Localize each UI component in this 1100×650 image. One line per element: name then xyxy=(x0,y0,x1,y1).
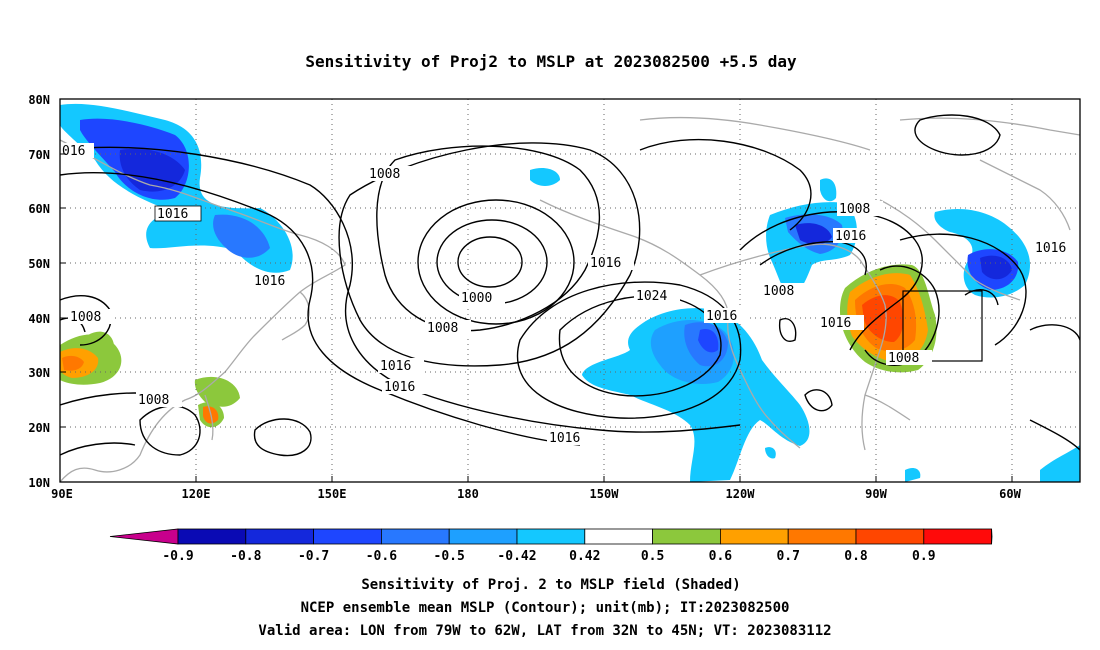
contour-label: 1016 xyxy=(588,255,634,271)
svg-text:1008: 1008 xyxy=(839,202,870,217)
svg-text:1016: 1016 xyxy=(384,380,415,395)
sensitivity-shading xyxy=(60,103,1080,482)
contour-label: 1008 xyxy=(886,350,932,366)
colorbar-segment xyxy=(652,528,721,545)
colorbar-tick-label: 0.8 xyxy=(844,549,868,564)
colorbar-tick-label: 0.6 xyxy=(709,549,733,564)
contour-label: 1024 xyxy=(634,288,680,304)
lat-label: 30N xyxy=(28,366,50,380)
caption-line-3: Valid area: LON from 79W to 62W, LAT fro… xyxy=(258,623,831,639)
contour-label: 1008 xyxy=(425,320,471,336)
contour-label: 1016 xyxy=(378,358,424,374)
colorbar-segment xyxy=(584,528,653,545)
colorbar-segment xyxy=(380,528,450,545)
contour-label: 1008 xyxy=(837,201,883,217)
lat-label: 50N xyxy=(28,257,50,271)
contour-label: 1016 xyxy=(704,308,750,324)
svg-text:1008: 1008 xyxy=(70,310,101,325)
svg-text:1016: 1016 xyxy=(254,274,285,289)
lon-label: 90W xyxy=(865,487,887,501)
svg-text:1008: 1008 xyxy=(369,167,400,182)
contour-label: 1016 xyxy=(252,273,298,289)
lat-label: 10N xyxy=(28,476,50,490)
svg-text:1024: 1024 xyxy=(636,289,667,304)
lon-label: 90E xyxy=(51,487,73,501)
latitude-labels: 80N 70N 60N 50N 40N 30N 20N 10N xyxy=(28,93,50,490)
colorbar-segment xyxy=(516,528,586,545)
map-frame xyxy=(59,98,1081,483)
contour-label: 1016 xyxy=(382,379,428,395)
caption-line-2: NCEP ensemble mean MSLP (Contour); unit(… xyxy=(301,600,790,616)
lon-label: 150W xyxy=(590,487,620,501)
colorbar-tick-label: 0.5 xyxy=(641,549,664,564)
svg-text:1008: 1008 xyxy=(763,284,794,299)
contour-label: 1008 xyxy=(761,283,807,299)
svg-text:1008: 1008 xyxy=(888,351,919,366)
svg-text:1016: 1016 xyxy=(590,256,621,271)
figure-title: Sensitivity of Proj2 to MSLP at 20230825… xyxy=(305,52,797,71)
graticule xyxy=(60,99,1080,482)
svg-text:1016: 1016 xyxy=(835,229,866,244)
axis-ticks xyxy=(59,98,1013,483)
contour-label: 1008 xyxy=(367,166,411,182)
colorbar-segment xyxy=(313,528,382,545)
contour-label: 1016 xyxy=(547,430,593,446)
svg-text:1016: 1016 xyxy=(157,207,188,222)
colorbar-tick-label: 0.7 xyxy=(776,549,799,564)
lat-label: 40N xyxy=(28,312,50,326)
colorbar xyxy=(109,528,993,545)
contour-label: 1016 xyxy=(818,315,864,331)
lat-label: 70N xyxy=(28,148,50,162)
caption-line-1: Sensitivity of Proj. 2 to MSLP field (Sh… xyxy=(361,577,740,593)
svg-text:1016: 1016 xyxy=(1035,241,1066,256)
colorbar-labels: -0.9 -0.8 -0.7 -0.6 -0.5 -0.42 0.42 0.5 0.6 0.7 0.… xyxy=(162,549,935,564)
colorbar-segment xyxy=(923,528,992,545)
colorbar-segment xyxy=(787,528,857,545)
lon-label: 120W xyxy=(726,487,756,501)
contour-label: 016 xyxy=(60,143,94,159)
lat-label: 60N xyxy=(28,202,50,216)
contour-label: 1008 xyxy=(68,309,114,325)
lon-label: 60W xyxy=(999,487,1021,501)
svg-text:1016: 1016 xyxy=(549,431,580,446)
svg-text:016: 016 xyxy=(62,144,85,159)
lon-label: 180 xyxy=(457,487,479,501)
svg-text:1000: 1000 xyxy=(461,291,492,306)
colorbar-tick-label: -0.6 xyxy=(366,549,397,564)
lon-label: 120E xyxy=(182,487,211,501)
colorbar-segment xyxy=(855,528,925,545)
colorbar-tick-label: 0.9 xyxy=(912,549,935,564)
colorbar-min-arrow xyxy=(109,528,179,545)
svg-text:1016: 1016 xyxy=(820,316,851,331)
contour-label: 1008 xyxy=(136,392,182,408)
longitude-labels: 90E 120E 150E 180 150W 120W 90W 60W xyxy=(51,487,1021,501)
colorbar-tick-label: 0.42 xyxy=(569,549,600,564)
valid-area-box xyxy=(902,290,983,362)
svg-text:1008: 1008 xyxy=(138,393,169,408)
contour-label: 1016 xyxy=(154,205,202,222)
svg-text:1016: 1016 xyxy=(380,359,411,374)
svg-text:1008: 1008 xyxy=(427,321,458,336)
lon-label: 150E xyxy=(318,487,347,501)
colorbar-tick-label: -0.9 xyxy=(162,549,193,564)
svg-text:1016: 1016 xyxy=(706,309,737,324)
colorbar-segment xyxy=(177,528,247,545)
colorbar-tick-label: -0.7 xyxy=(298,549,329,564)
captions: Sensitivity of Proj. 2 to MSLP field (Sh… xyxy=(258,577,831,639)
lat-label: 80N xyxy=(28,93,50,107)
colorbar-segment xyxy=(448,528,518,545)
colorbar-segment xyxy=(720,528,789,545)
coastlines xyxy=(60,116,1080,482)
contour-label: 1016 xyxy=(833,228,879,244)
lat-label: 20N xyxy=(28,421,50,435)
colorbar-tick-label: -0.8 xyxy=(230,549,261,564)
contour-labels: 016 1008 1016 1016 1008 1000 1008 1016 1… xyxy=(60,143,1079,446)
contour-label: 1016 xyxy=(1033,240,1079,256)
colorbar-tick-label: -0.42 xyxy=(497,549,536,564)
contour-label: 1000 xyxy=(459,290,505,306)
colorbar-tick-label: -0.5 xyxy=(434,549,465,564)
colorbar-segment xyxy=(245,528,315,545)
